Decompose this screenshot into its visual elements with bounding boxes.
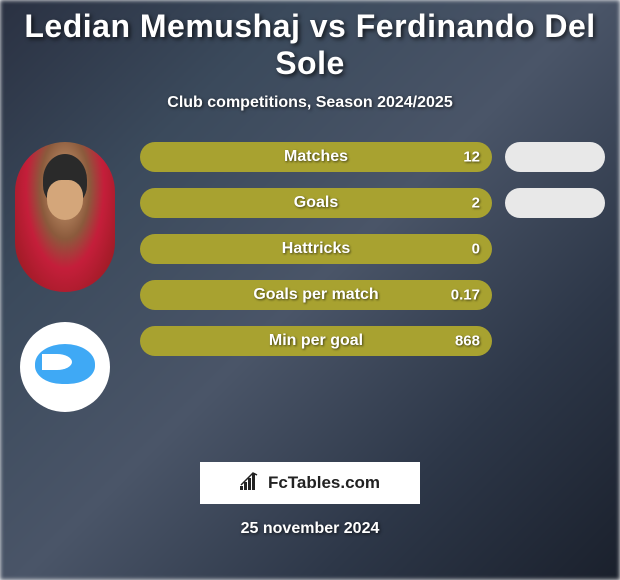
bar-value-right: 0.17 — [451, 287, 480, 304]
brand-text: FcTables.com — [268, 473, 380, 493]
brand-footer: FcTables.com — [200, 462, 420, 504]
bar-label: Goals per match — [253, 286, 378, 304]
left-column — [10, 142, 120, 412]
bar-value-right: 12 — [463, 149, 480, 166]
bar-label: Hattricks — [282, 240, 350, 258]
brand-icon — [240, 472, 262, 495]
stat-bars: Matches 12 Goals 2 Hattricks 0 Goals per match… — [120, 142, 500, 412]
blank-pill — [505, 188, 605, 218]
stat-bar: Goals per match 0.17 — [140, 280, 492, 310]
club-logo — [20, 322, 110, 412]
page-title: Ledian Memushaj vs Ferdinando Del Sole — [0, 8, 620, 82]
player-headshot — [15, 142, 115, 292]
stat-bar: Matches 12 — [140, 142, 492, 172]
page-subtitle: Club competitions, Season 2024/2025 — [0, 94, 620, 112]
comparison-area: Matches 12 Goals 2 Hattricks 0 Goals per match… — [0, 142, 620, 412]
footer-date: 25 november 2024 — [0, 520, 620, 538]
bar-label: Goals — [294, 194, 338, 212]
bar-label: Min per goal — [269, 332, 363, 350]
right-column — [500, 142, 610, 412]
bar-value-right: 868 — [455, 333, 480, 350]
stat-bar: Goals 2 — [140, 188, 492, 218]
bar-value-right: 0 — [472, 241, 480, 258]
blank-pill — [505, 142, 605, 172]
stat-bar: Hattricks 0 — [140, 234, 492, 264]
bar-value-right: 2 — [472, 195, 480, 212]
bar-label: Matches — [284, 148, 348, 166]
stat-bar: Min per goal 868 — [140, 326, 492, 356]
